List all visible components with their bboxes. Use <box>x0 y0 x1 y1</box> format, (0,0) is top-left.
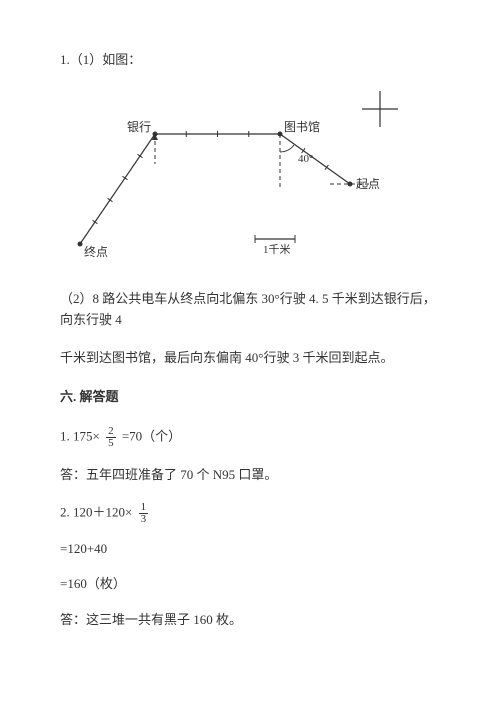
p2-step2: =160（枚） <box>60 574 440 595</box>
svg-text:1千米: 1千米 <box>263 243 291 256</box>
p1-answer: 答：五年四班准备了 70 个 N95 口罩。 <box>60 465 440 486</box>
diagram-svg: 银行 图书馆起点终点 40° 1千米 北 <box>60 89 420 269</box>
p2-frac-den: 3 <box>139 514 149 525</box>
svg-text:北: 北 <box>375 89 387 90</box>
p2-step1: =120+40 <box>60 539 440 560</box>
p2-expression: 2. 120＋120× 1 3 <box>60 502 440 525</box>
svg-text:终点: 终点 <box>84 244 108 259</box>
p2-frac-num: 1 <box>139 502 149 514</box>
svg-text:图书馆: 图书馆 <box>284 119 320 134</box>
q1-part1-label: 1.（1）如图： <box>60 50 440 71</box>
section6-title: 六. 解答题 <box>60 387 440 408</box>
p2-prefix: 2. 120＋120× <box>60 504 132 519</box>
svg-text:起点: 起点 <box>356 177 380 191</box>
p1-expression: 1. 175× 2 5 =70（个） <box>60 426 440 449</box>
p1-frac-den: 5 <box>106 438 116 449</box>
p2-answer: 答：这三堆一共有黑子 160 枚。 <box>60 610 440 631</box>
p2-fraction: 1 3 <box>139 502 149 525</box>
p1-fraction: 2 5 <box>106 426 116 449</box>
p1-suffix: =70（个） <box>122 428 181 443</box>
svg-text:40°: 40° <box>298 153 313 165</box>
svg-text:银行: 银行 <box>127 120 151 134</box>
q1-part2-line1: （2）8 路公共电车从终点向北偏东 30°行驶 4. 5 千米到达银行后，向东行… <box>60 289 440 331</box>
q1-part2-line2: 千米到达图书馆，最后向东偏南 40°行驶 3 千米回到起点。 <box>60 348 440 369</box>
p1-prefix: 1. 175× <box>60 428 100 443</box>
route-diagram: 银行 图书馆起点终点 40° 1千米 北 <box>60 89 420 269</box>
